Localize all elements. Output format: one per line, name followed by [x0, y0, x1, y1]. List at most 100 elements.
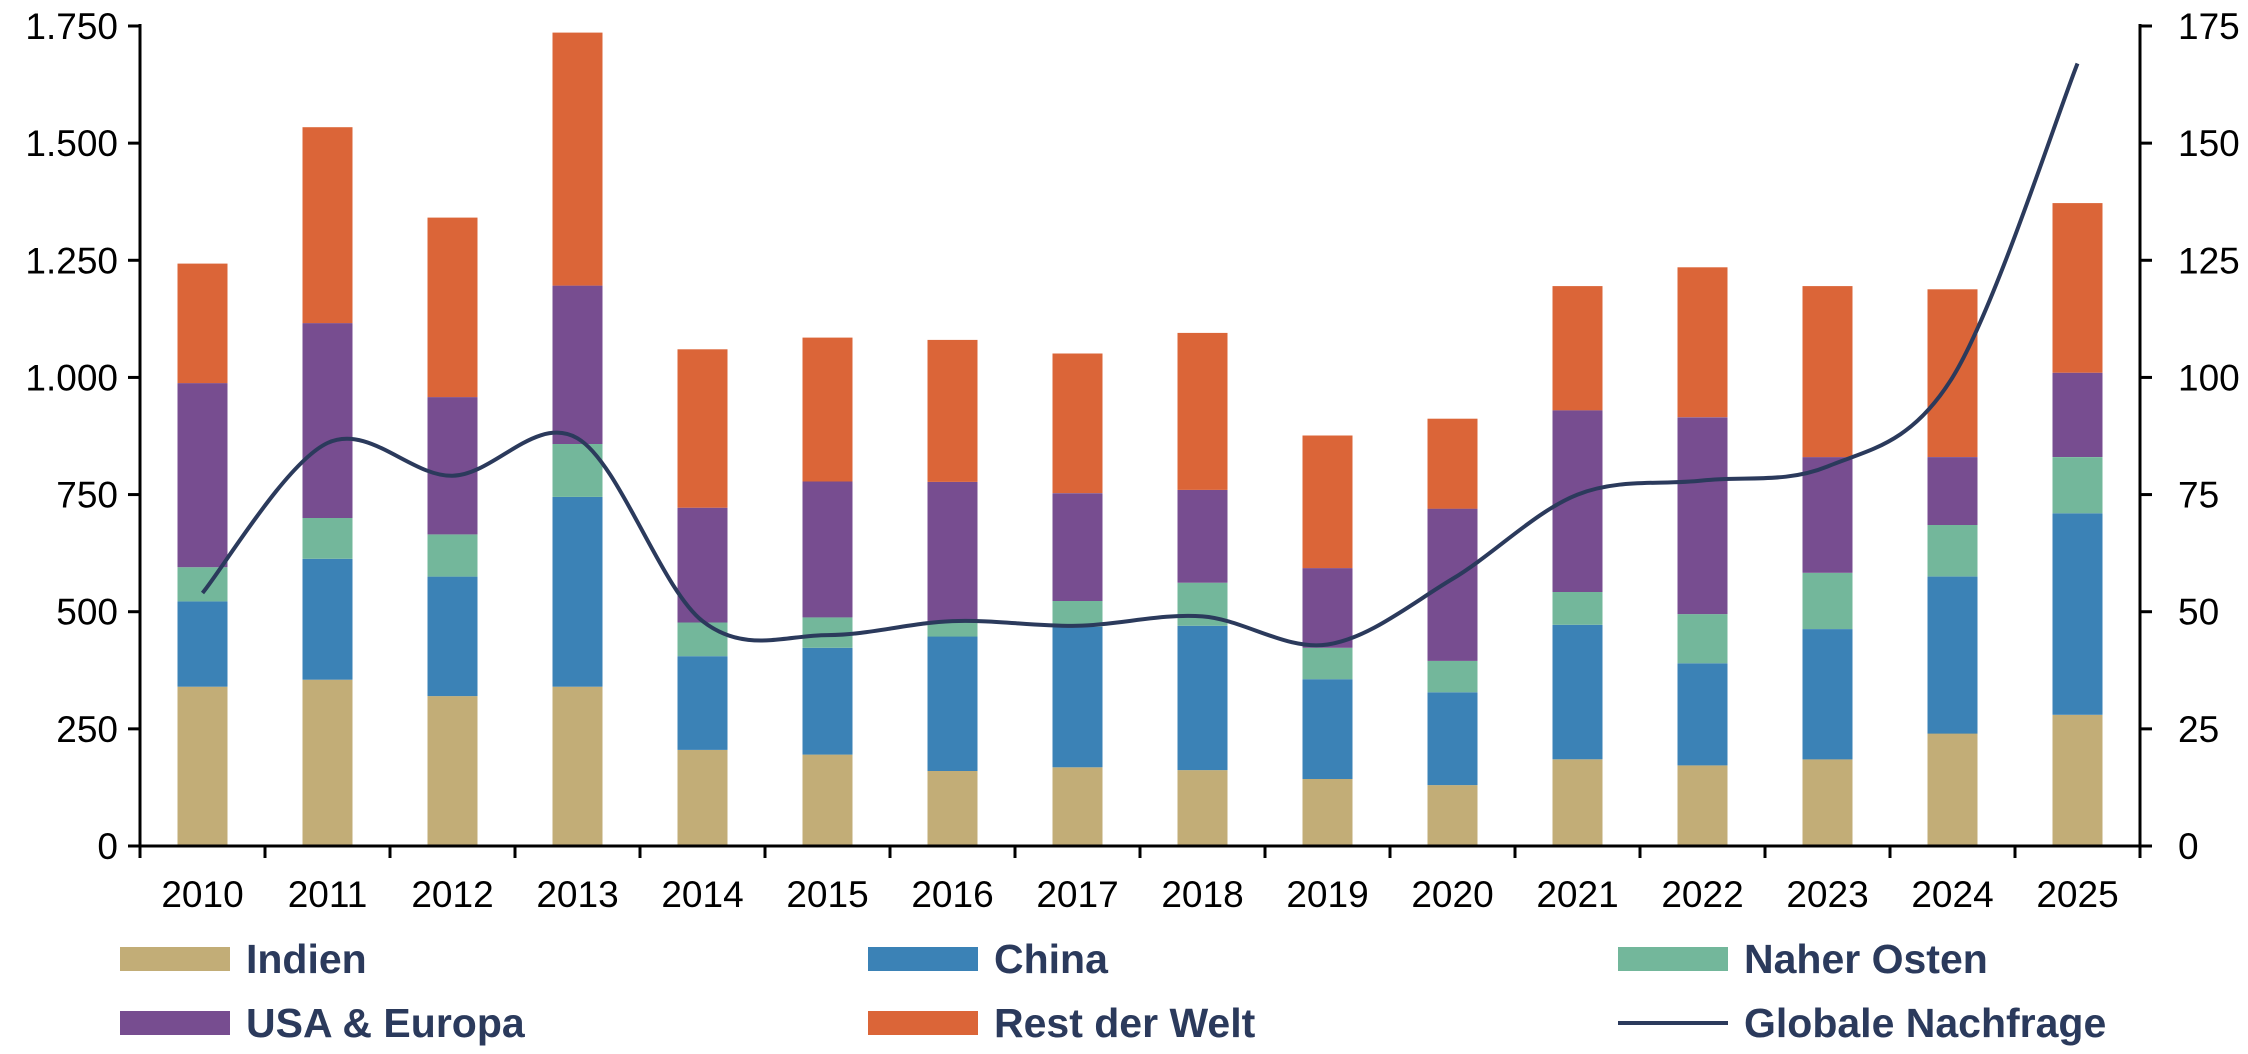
- bar-rest-der-welt-2022: [1677, 267, 1728, 418]
- bar-indien-2015: [802, 754, 853, 846]
- y-left-tick-label: 750: [56, 475, 118, 516]
- bar-china-2019: [1302, 679, 1353, 779]
- bar-china-2018: [1177, 625, 1228, 771]
- bar-naher-osten-2021: [1552, 592, 1603, 625]
- bar-naher-osten-2012: [427, 534, 478, 577]
- bar-indien-2025: [2052, 714, 2103, 846]
- bar-naher-osten-2017: [1052, 600, 1103, 627]
- bar-usa-europa-2022: [1677, 417, 1728, 615]
- y-right-tick-label: 75: [2178, 475, 2219, 516]
- bar-china-2015: [802, 647, 853, 755]
- bar-china-2013: [552, 496, 603, 687]
- bar-indien-2016: [927, 771, 978, 846]
- x-tick-label-2019: 2019: [1286, 874, 1368, 915]
- bar-rest-der-welt-2024: [1927, 289, 1978, 457]
- y-left-tick-label: 0: [97, 826, 118, 867]
- y-left-tick-label: 500: [56, 592, 118, 633]
- bar-rest-der-welt-2025: [2052, 203, 2103, 373]
- y-right-tick-label: 125: [2178, 240, 2240, 281]
- bar-usa-europa-2025: [2052, 372, 2103, 457]
- bar-rest-der-welt-2017: [1052, 353, 1103, 494]
- bar-indien-2024: [1927, 733, 1978, 846]
- bar-rest-der-welt-2013: [552, 32, 603, 286]
- bar-china-2016: [927, 636, 978, 771]
- x-tick-label-2010: 2010: [161, 874, 243, 915]
- y-right-tick-label: 25: [2178, 709, 2219, 750]
- bar-indien-2010: [177, 686, 228, 846]
- bar-rest-der-welt-2016: [927, 339, 978, 482]
- bar-china-2024: [1927, 576, 1978, 734]
- x-tick-label-2014: 2014: [661, 874, 743, 915]
- y-left-tick-label: 250: [56, 709, 118, 750]
- y-right-tick-label: 0: [2178, 826, 2199, 867]
- bar-indien-2013: [552, 686, 603, 846]
- bar-naher-osten-2024: [1927, 525, 1978, 577]
- bar-usa-europa-2024: [1927, 457, 1978, 525]
- y-left-tick-label: 1.750: [25, 6, 118, 47]
- bar-usa-europa-2010: [177, 383, 228, 568]
- bar-china-2021: [1552, 624, 1603, 760]
- line-globale-nachfrage: [200, 62, 2080, 648]
- bar-naher-osten-2019: [1302, 647, 1353, 680]
- bar-china-2014: [677, 656, 728, 750]
- y-left-tick-label: 1.000: [25, 357, 118, 398]
- bar-naher-osten-2023: [1802, 572, 1853, 629]
- bar-china-2020: [1427, 692, 1478, 786]
- bar-indien-2014: [677, 749, 728, 846]
- bar-indien-2020: [1427, 785, 1478, 846]
- x-tick-label-2023: 2023: [1786, 874, 1868, 915]
- bar-usa-europa-2016: [927, 481, 978, 623]
- bar-indien-2023: [1802, 759, 1853, 846]
- bar-indien-2017: [1052, 767, 1103, 846]
- bar-china-2017: [1052, 626, 1103, 768]
- bar-rest-der-welt-2020: [1427, 418, 1478, 509]
- bars-group: [177, 32, 2103, 846]
- x-tick-label-2013: 2013: [536, 874, 618, 915]
- bar-usa-europa-2015: [802, 481, 853, 618]
- bar-usa-europa-2011: [302, 323, 353, 518]
- bar-rest-der-welt-2015: [802, 337, 853, 482]
- bar-rest-der-welt-2019: [1302, 435, 1353, 569]
- bar-usa-europa-2012: [427, 397, 478, 535]
- line-layer: [200, 62, 2080, 648]
- bar-china-2023: [1802, 629, 1853, 760]
- bar-naher-osten-2020: [1427, 660, 1478, 693]
- y-right-tick-label: 50: [2178, 592, 2219, 633]
- bar-usa-europa-2013: [552, 285, 603, 444]
- bar-china-2025: [2052, 513, 2103, 715]
- bar-naher-osten-2022: [1677, 614, 1728, 664]
- bar-naher-osten-2014: [677, 622, 728, 657]
- bar-china-2011: [302, 558, 353, 680]
- x-tick-label-2018: 2018: [1161, 874, 1243, 915]
- y-left-tick-label: 1.250: [25, 240, 118, 281]
- bar-rest-der-welt-2014: [677, 349, 728, 508]
- bar-naher-osten-2016: [927, 622, 978, 637]
- x-tick-label-2022: 2022: [1661, 874, 1743, 915]
- bar-usa-europa-2020: [1427, 508, 1478, 661]
- bar-china-2022: [1677, 663, 1728, 766]
- x-tick-label-2021: 2021: [1536, 874, 1618, 915]
- bar-indien-2022: [1677, 765, 1728, 846]
- bar-rest-der-welt-2021: [1552, 286, 1603, 411]
- bar-indien-2012: [427, 696, 478, 846]
- bar-rest-der-welt-2012: [427, 217, 478, 398]
- y-left-tick-label: 1.500: [25, 123, 118, 164]
- bar-indien-2019: [1302, 779, 1353, 846]
- x-tick-label-2011: 2011: [288, 874, 368, 915]
- bar-naher-osten-2025: [2052, 457, 2103, 514]
- bar-naher-osten-2011: [302, 518, 353, 559]
- x-tick-label-2012: 2012: [411, 874, 493, 915]
- x-tick-label-2015: 2015: [786, 874, 868, 915]
- y-right-tick-label: 100: [2178, 357, 2240, 398]
- bar-indien-2011: [302, 679, 353, 846]
- bar-rest-der-welt-2010: [177, 263, 228, 384]
- bar-usa-europa-2019: [1302, 568, 1353, 648]
- bar-china-2010: [177, 601, 228, 687]
- x-tick-label-2016: 2016: [911, 874, 993, 915]
- y-right-tick-label: 150: [2178, 123, 2240, 164]
- bar-usa-europa-2023: [1802, 457, 1853, 573]
- x-tick-label-2024: 2024: [1911, 874, 1993, 915]
- axes: 0 250 500 750 1.000 1.250 1.500 1.750 0 25 50 75 100…: [25, 6, 2239, 915]
- bar-usa-europa-2017: [1052, 493, 1103, 601]
